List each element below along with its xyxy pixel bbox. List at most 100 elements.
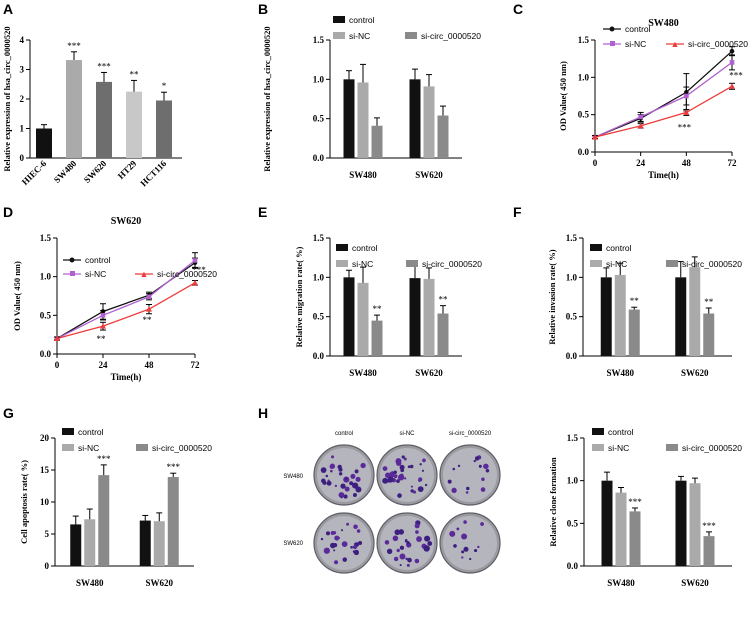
x-tick-label: SW480 [607,578,635,588]
colony [349,481,354,486]
colony [320,467,327,474]
legend-label: control [85,255,111,265]
colony [382,477,389,484]
bar-HIEC-6 [36,128,52,158]
bar-control [139,520,151,566]
legend-label: si-circ_0000520 [682,443,742,453]
colony [414,523,420,529]
x-tick-label: 48 [145,360,155,370]
colony [452,467,456,471]
y-tick-label: 0.0 [313,351,325,361]
chart-c-sw480-od: 0.0 0.5 1.0 1.5 OD Value( 450 nm) 0 24 48 72 Time… [558,18,748,180]
colony [409,464,414,469]
colony [392,535,399,542]
legend-swatch [136,444,148,451]
plate-col-label: si-circ_0000520 [449,431,492,437]
colony [326,480,332,486]
plate-inner [443,516,497,570]
legend-marker [69,257,75,263]
colony [358,541,363,546]
colony [397,474,405,481]
colony [404,477,407,480]
legend-label: si-NC [78,443,99,453]
y-tick-label: 4 [20,35,25,45]
bar-si-NC [689,483,701,566]
colony [325,531,331,536]
y-tick-label: 0 [45,561,50,571]
bar-control [601,480,613,566]
legend-swatch [336,260,348,267]
y-axis-title: Cell apoptosis rate( %) [19,460,29,544]
colony [329,465,333,469]
colony [465,491,469,494]
bar-si-circ_0000520 [98,475,110,566]
colony [424,483,428,487]
colony [457,464,461,468]
colony [321,478,326,484]
significance-label: *** [97,61,111,71]
colony [396,479,400,483]
colony [342,557,348,562]
colony [447,479,452,484]
panel-label-h: H [258,405,268,421]
colony [480,487,486,492]
colony [473,548,478,553]
legend-swatch [666,444,678,451]
series-line-si-circ_0000520 [594,85,733,138]
legend-label: si-NC [608,443,629,453]
colony [414,558,420,564]
bar-control [409,278,421,356]
bar-control [343,79,355,158]
bar-si-NC [153,521,165,566]
y-tick-label: 0 [20,153,25,163]
y-tick-label: 0.5 [313,114,325,124]
bar-HCT116 [156,100,172,158]
colony [334,484,338,488]
significance-label: *** [702,521,716,531]
colony [399,553,406,560]
bar-si-circ_0000520 [437,313,449,356]
plate-inner [443,448,497,502]
colony [334,560,339,565]
x-axis-title: Time(h) [111,372,142,382]
y-axis-title: Relative migration rate( %) [294,246,304,347]
data-point [100,313,106,318]
bar-si-NC [689,267,701,356]
y-tick-label: 5 [45,529,50,539]
significance-label: *** [729,70,743,80]
y-tick-label: 0.5 [578,110,590,120]
significance-label: *** [97,454,111,464]
y-tick-label: 20 [40,433,50,443]
colony [334,535,340,541]
colony [399,564,402,567]
colony [386,548,393,555]
chart-h-clone: 0.0 0.5 1.0 1.5 Relative clone formation *** S… [548,427,742,588]
colony [355,476,361,482]
data-point [146,306,152,312]
significance-label: ** [704,297,714,307]
bar-control [70,524,82,566]
y-tick-label: 0.0 [313,153,325,163]
legend-swatch [666,260,678,267]
colony [463,520,467,524]
y-tick-label: 1.0 [313,272,325,282]
colony [388,471,395,478]
legend-swatch [590,244,602,251]
colony [354,469,359,474]
y-axis-title: Relative expression of hsa_circ_0000520 [2,26,12,171]
legend-swatch [62,428,74,435]
data-point [729,83,735,89]
colony [469,557,472,561]
legend-label: si-NC [625,39,646,49]
bar-si-circ_0000520 [703,313,715,356]
data-point [684,93,689,99]
series-line-si-NC [56,259,196,340]
data-point [192,279,198,286]
chart-a-expression: 0 1 2 3 4 Relative expression of hsa_circ_000… [2,26,182,188]
chart-title: SW480 [648,18,679,29]
x-tick-label: 72 [191,360,201,370]
x-tick-label: SW480 [52,158,79,185]
x-tick-label: HIEC-6 [20,158,49,187]
colony [353,524,358,530]
panel-label-a: A [3,1,13,17]
